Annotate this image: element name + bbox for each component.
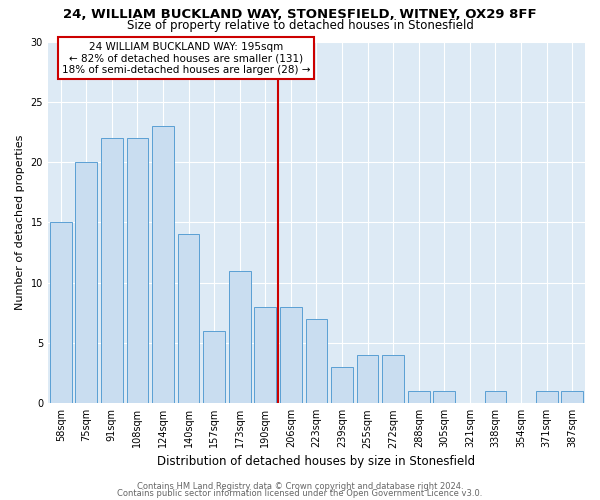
X-axis label: Distribution of detached houses by size in Stonesfield: Distribution of detached houses by size …: [157, 454, 476, 468]
Text: 24 WILLIAM BUCKLAND WAY: 195sqm
← 82% of detached houses are smaller (131)
18% o: 24 WILLIAM BUCKLAND WAY: 195sqm ← 82% of…: [62, 42, 310, 74]
Bar: [178, 234, 199, 403]
Text: Size of property relative to detached houses in Stonesfield: Size of property relative to detached ho…: [127, 18, 473, 32]
Bar: [357, 355, 379, 403]
Bar: [76, 162, 97, 403]
Y-axis label: Number of detached properties: Number of detached properties: [15, 134, 25, 310]
Bar: [536, 391, 557, 403]
Text: 24, WILLIAM BUCKLAND WAY, STONESFIELD, WITNEY, OX29 8FF: 24, WILLIAM BUCKLAND WAY, STONESFIELD, W…: [63, 8, 537, 20]
Text: Contains HM Land Registry data © Crown copyright and database right 2024.: Contains HM Land Registry data © Crown c…: [137, 482, 463, 491]
Text: Contains public sector information licensed under the Open Government Licence v3: Contains public sector information licen…: [118, 488, 482, 498]
Bar: [382, 355, 404, 403]
Bar: [305, 319, 328, 403]
Bar: [50, 222, 71, 403]
Bar: [101, 138, 123, 403]
Bar: [331, 367, 353, 403]
Bar: [254, 306, 276, 403]
Bar: [152, 126, 174, 403]
Bar: [203, 331, 225, 403]
Bar: [485, 391, 506, 403]
Bar: [127, 138, 148, 403]
Bar: [562, 391, 583, 403]
Bar: [229, 270, 251, 403]
Bar: [280, 306, 302, 403]
Bar: [433, 391, 455, 403]
Bar: [408, 391, 430, 403]
